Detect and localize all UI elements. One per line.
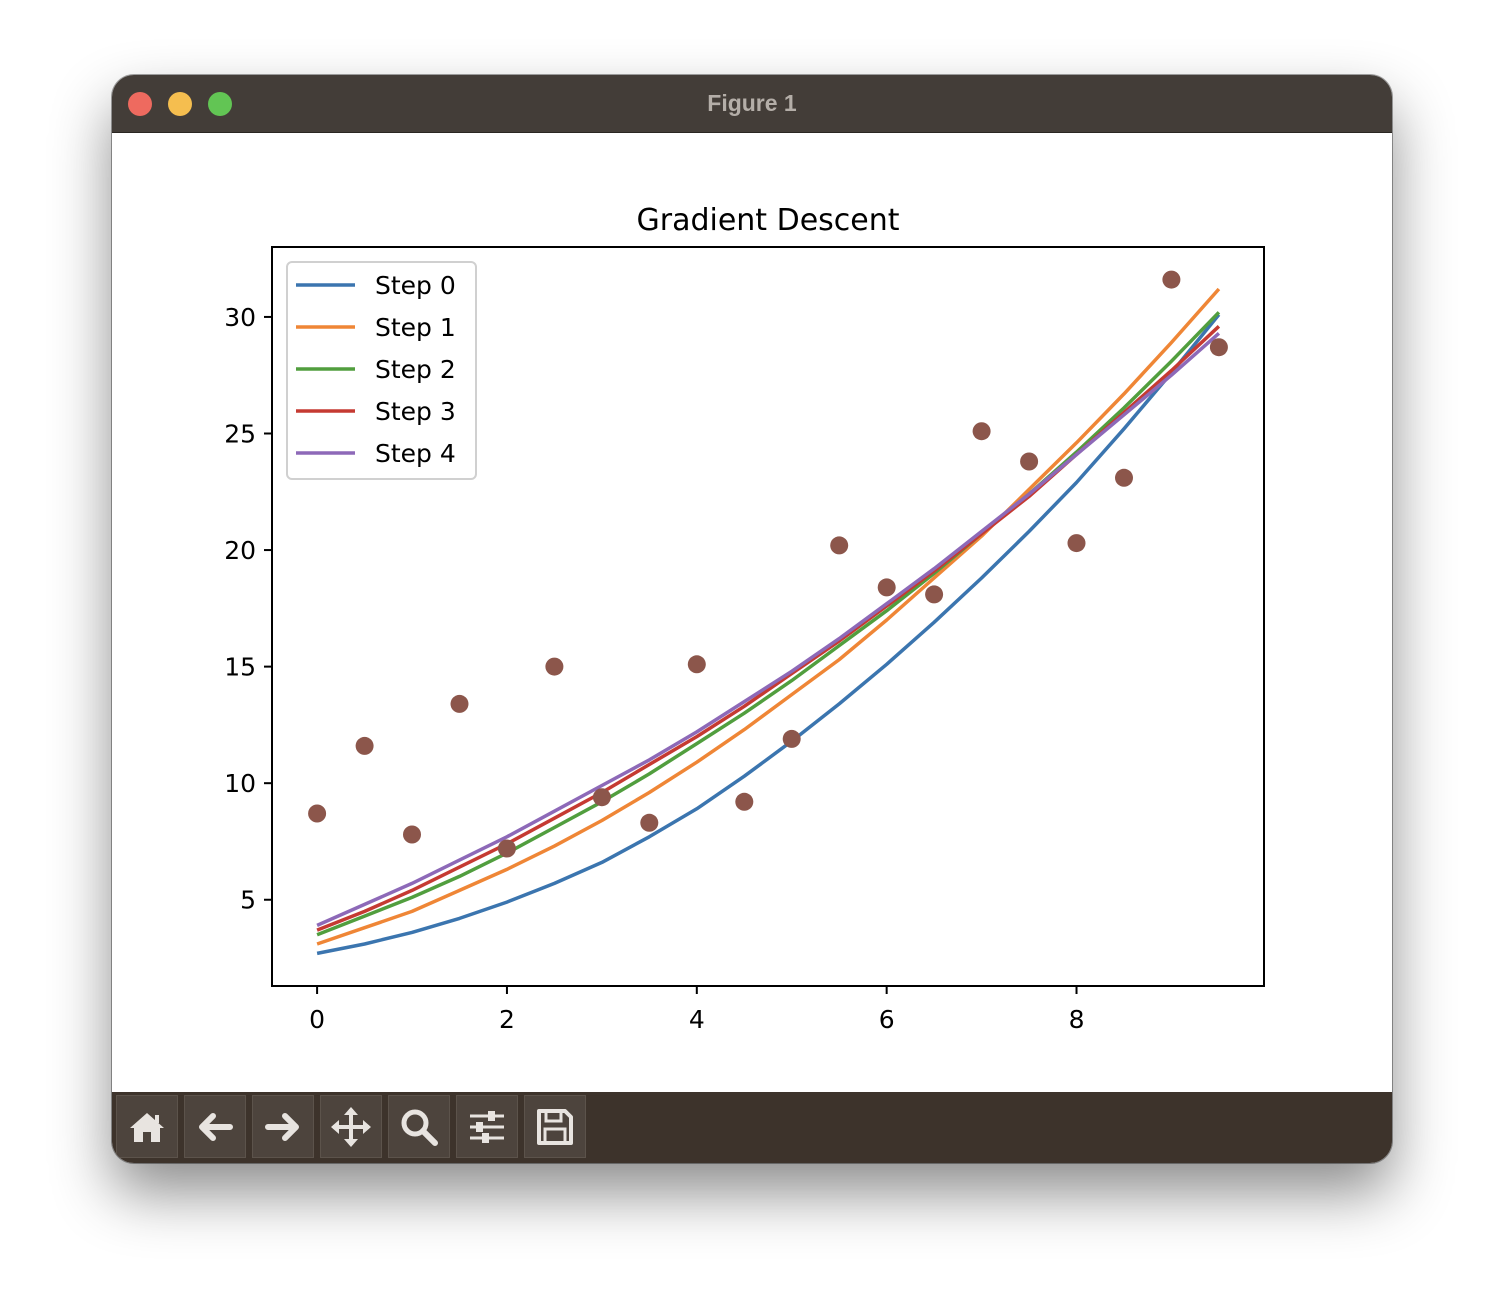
scatter-point [545, 657, 564, 676]
x-tick-label: 4 [689, 1005, 705, 1034]
series-line-0 [316, 313, 1221, 956]
scatter-point [1162, 270, 1181, 289]
scatter-point [450, 694, 469, 713]
series-line-4 [316, 331, 1221, 928]
scatter-point [687, 655, 706, 674]
home-button[interactable] [116, 1095, 178, 1158]
scatter-point [1115, 468, 1133, 487]
x-tick-label: 6 [879, 1005, 895, 1034]
maximize-button[interactable] [208, 92, 232, 116]
minimize-button[interactable] [168, 92, 192, 116]
pan-icon [331, 1106, 371, 1147]
legend-frame [286, 261, 477, 480]
zoom-icon [401, 1109, 438, 1146]
x-tick-label: 0 [309, 1005, 325, 1034]
plot-layer [308, 270, 1228, 956]
legend-label-0: Step 0 [375, 271, 456, 300]
legend-label-3: Step 3 [375, 397, 456, 426]
configure-subplots-button[interactable] [456, 1095, 518, 1158]
scatter-point [497, 839, 516, 858]
legend-label-2: Step 2 [375, 355, 456, 384]
figure-canvas[interactable]: Gradient Descent 0 2 4 6 8 5 10 15 20 25 30 Step 0… [112, 133, 1392, 1092]
close-button[interactable] [128, 92, 152, 116]
scatter-point [355, 736, 374, 755]
y-tick-label: 10 [224, 769, 256, 798]
y-tick-label: 5 [240, 886, 256, 915]
legend-label-4: Step 4 [375, 439, 456, 468]
y-tick-label: 20 [224, 536, 256, 565]
chart-title: Gradient Descent [636, 203, 899, 238]
back-arrow-icon [199, 1112, 233, 1141]
window-title: Figure 1 [707, 90, 797, 116]
series-line-1 [316, 287, 1221, 946]
x-tick-label: 2 [499, 1005, 515, 1034]
ticks-layer: 0 2 4 6 8 5 10 15 20 25 30 [224, 303, 1084, 1034]
x-tick-label: 8 [1069, 1005, 1085, 1034]
zoom-button[interactable] [388, 1095, 450, 1158]
figure-window: Figure 1 Gradient Descent 0 2 4 6 8 5 10 15 20 25… [112, 75, 1392, 1163]
y-tick-label: 25 [224, 419, 256, 448]
back-button[interactable] [184, 1095, 246, 1158]
scatter-point [830, 536, 849, 555]
home-icon [130, 1112, 164, 1142]
save-button[interactable] [524, 1095, 586, 1158]
save-icon [537, 1108, 573, 1145]
scatter-point [925, 585, 944, 604]
scatter-point [735, 792, 754, 811]
legend-label-1: Step 1 [375, 313, 456, 342]
scatter-point [308, 804, 327, 823]
scatter-point [782, 729, 801, 748]
scatter-point [1067, 534, 1086, 553]
scatter-point [1020, 452, 1039, 471]
scatter-point [592, 788, 611, 807]
sliders-icon [470, 1110, 504, 1143]
pan-button[interactable] [320, 1095, 382, 1158]
legend: Step 0 Step 1 Step 2 Step 3 Step 4 [286, 261, 477, 480]
scatter-point [403, 825, 421, 844]
forward-button[interactable] [252, 1095, 314, 1158]
y-tick-label: 15 [224, 653, 256, 682]
scatter-point [877, 578, 896, 597]
scatter-point [1209, 338, 1228, 357]
forward-arrow-icon [265, 1112, 299, 1141]
scatter-point [972, 422, 991, 441]
axes-frame [271, 246, 1265, 987]
y-tick-label: 30 [224, 303, 256, 332]
title-bar: Figure 1 [112, 75, 1392, 133]
chart: Gradient Descent 0 2 4 6 8 5 10 15 20 25 30 Step 0… [224, 203, 1265, 1034]
scatter-point [640, 813, 659, 832]
navigation-toolbar [112, 1092, 1392, 1163]
